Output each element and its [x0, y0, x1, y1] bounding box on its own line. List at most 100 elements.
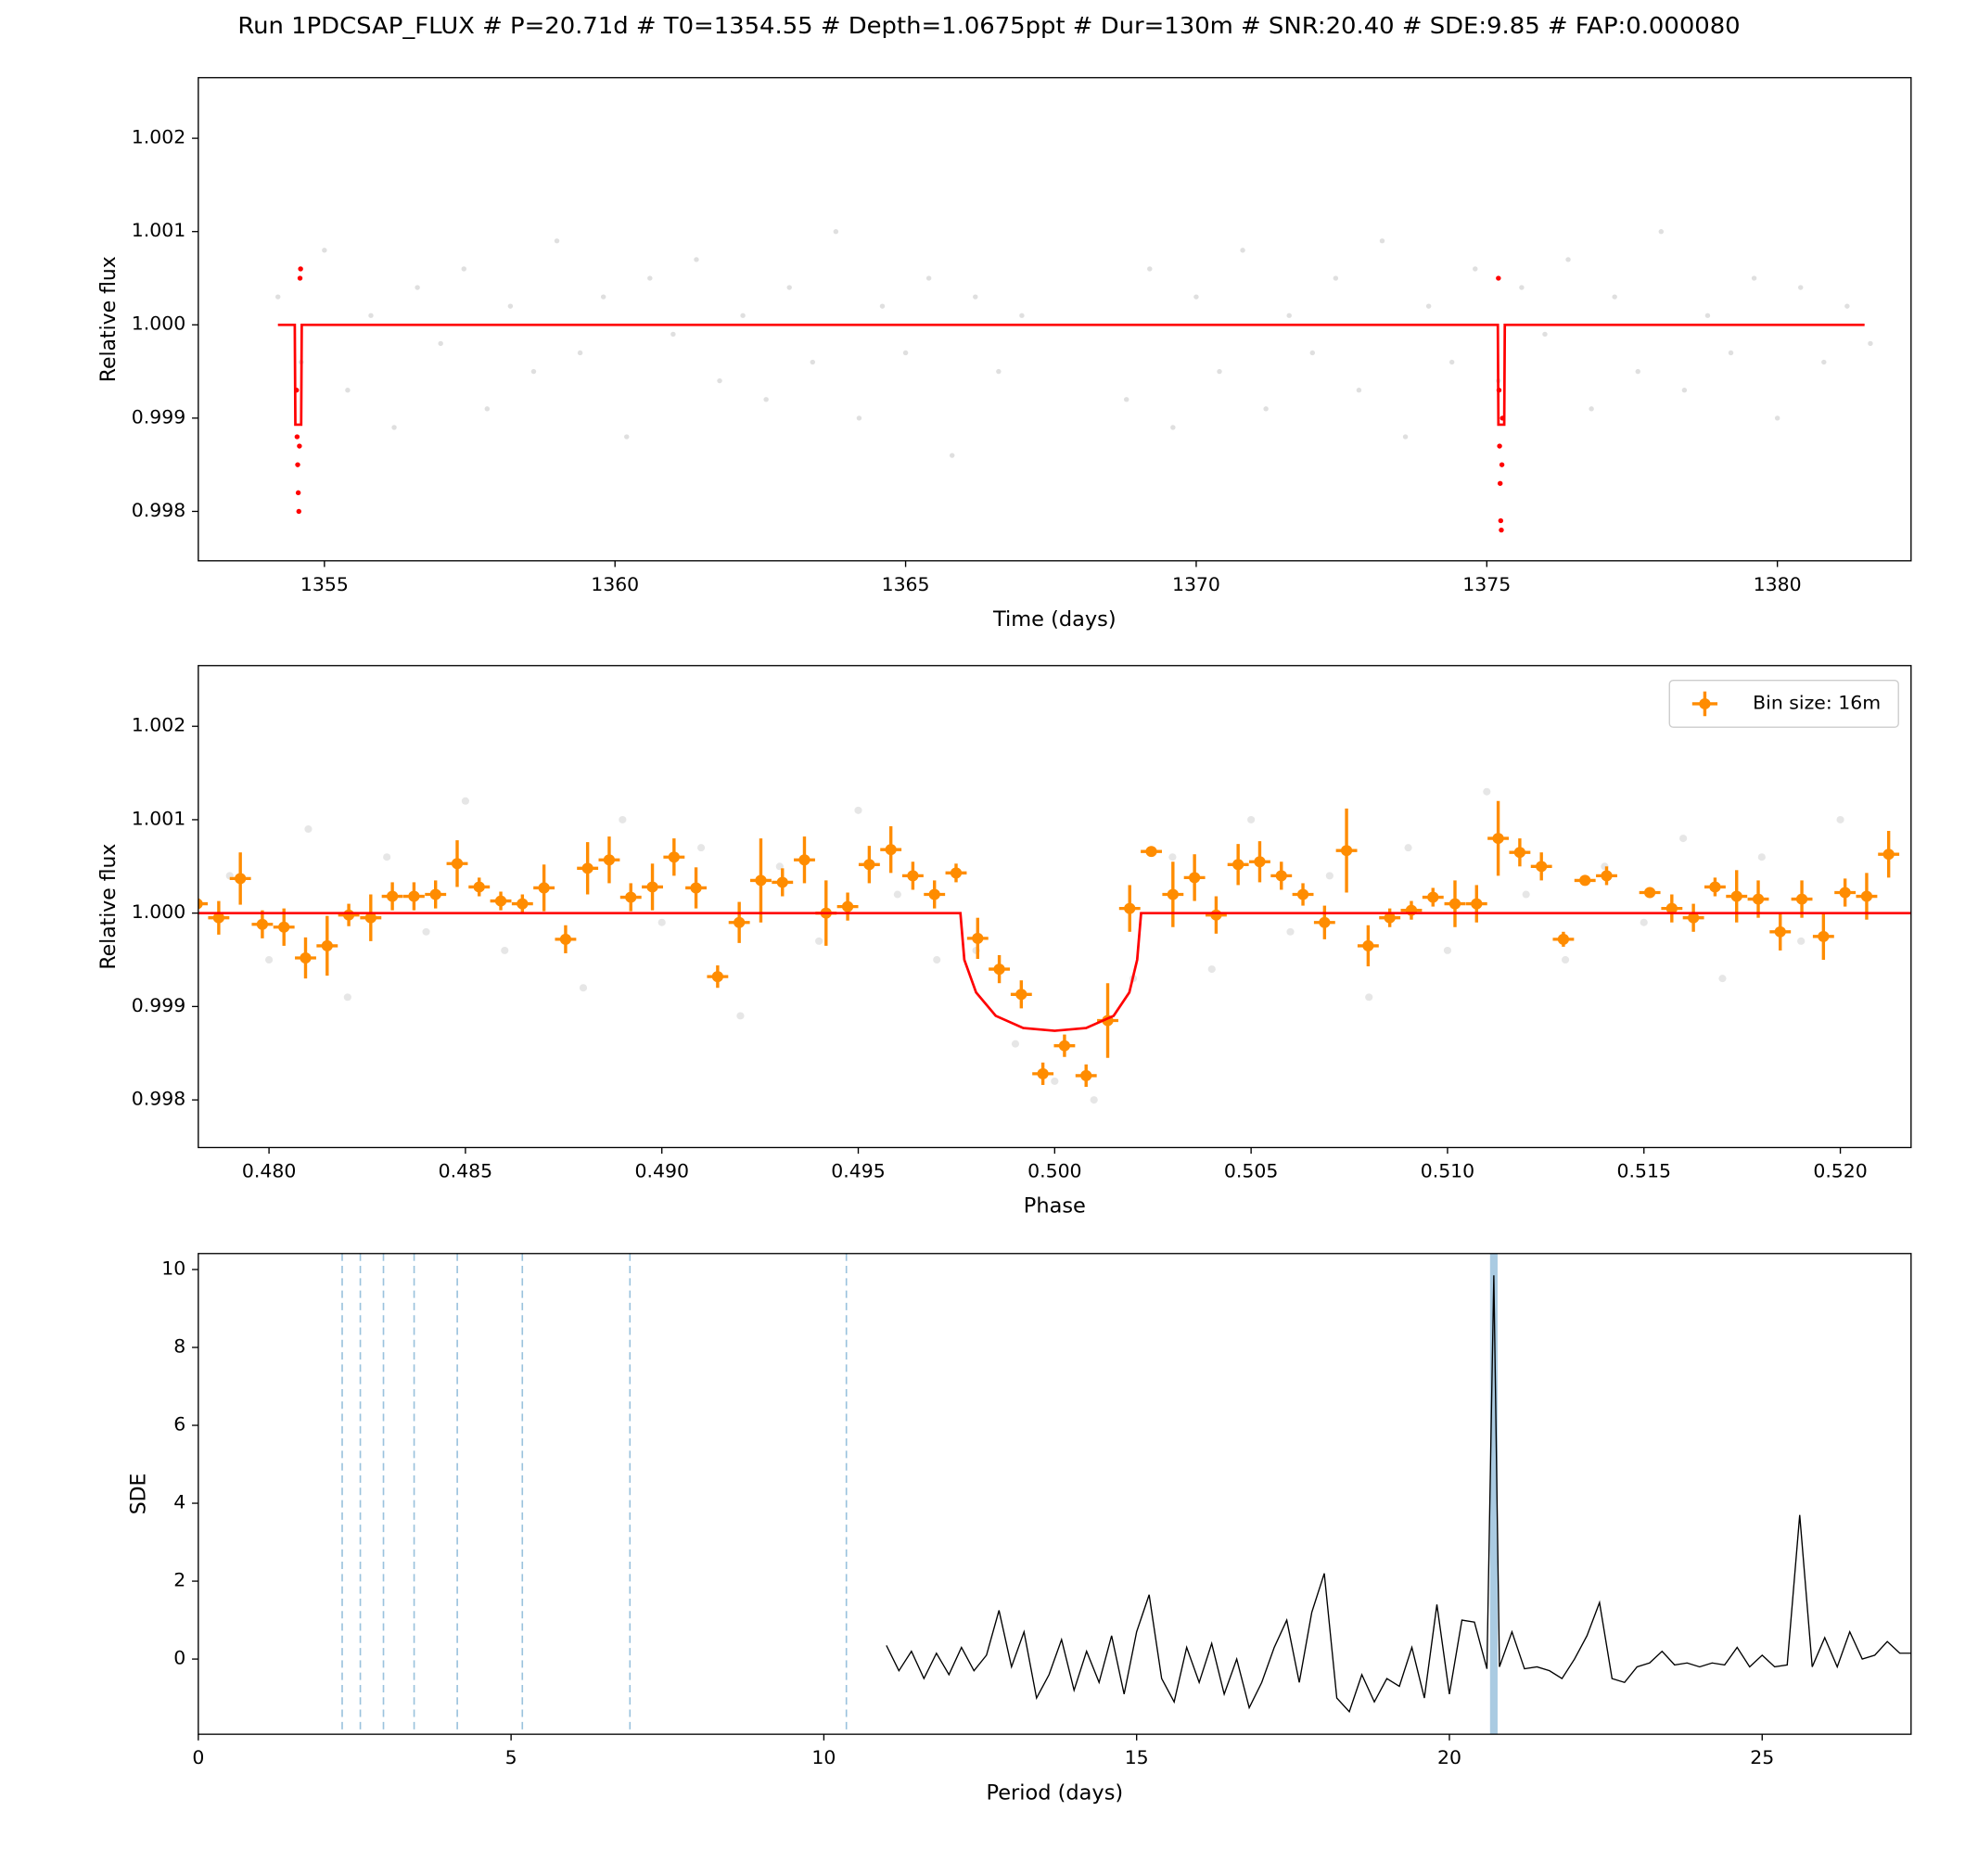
binned-point — [1319, 916, 1331, 928]
axes-frame — [198, 665, 1912, 1149]
y-tick-label: 1.000 — [132, 313, 185, 335]
binned-point — [1709, 881, 1721, 893]
data-point — [1774, 415, 1780, 421]
binned-point — [841, 900, 854, 912]
data-point — [1207, 965, 1216, 974]
binned-point — [559, 933, 572, 945]
binned-point — [1687, 912, 1700, 924]
data-point — [1147, 266, 1153, 272]
data-point — [461, 797, 469, 805]
data-point — [1404, 844, 1412, 852]
data-point — [1751, 275, 1757, 281]
data-point — [265, 956, 274, 964]
binned-point — [1427, 891, 1439, 903]
data-point — [973, 294, 978, 300]
legend-label: Bin size: 16m — [1753, 692, 1881, 714]
binned-point — [646, 881, 658, 893]
data-point — [893, 890, 901, 899]
binned-point — [776, 876, 788, 888]
binned-point — [1601, 870, 1613, 882]
x-tick-label: 1370 — [1172, 573, 1220, 595]
binned-point — [538, 882, 550, 894]
binned-point — [1730, 890, 1742, 902]
binned-point — [517, 898, 529, 910]
data-point — [670, 331, 676, 338]
y-tick-label: 1.000 — [132, 900, 185, 923]
data-point — [1836, 815, 1844, 823]
data-point — [1565, 257, 1571, 262]
y-axis-label: SDE — [126, 1474, 150, 1515]
binned-point — [1167, 888, 1179, 900]
data-point — [422, 927, 430, 936]
binned-point — [321, 939, 333, 951]
data-point — [554, 238, 560, 244]
data-point — [1844, 303, 1850, 309]
data-point — [1718, 975, 1727, 983]
data-point — [1497, 443, 1502, 449]
data-point — [298, 266, 303, 272]
data-point — [1090, 1096, 1098, 1104]
data-point — [624, 434, 630, 440]
y-tick-label: 0.999 — [132, 406, 185, 428]
y-tick-label: 1.002 — [132, 714, 185, 736]
data-point — [438, 340, 443, 347]
data-point — [925, 275, 932, 281]
x-tick-label: 5 — [505, 1746, 517, 1768]
data-point — [815, 937, 823, 945]
data-point — [1542, 331, 1548, 338]
data-point — [1483, 787, 1491, 796]
data-point — [579, 984, 588, 992]
data-point — [1798, 285, 1804, 290]
binned-point — [1643, 887, 1656, 899]
binned-point — [1275, 870, 1287, 882]
binned-point — [1340, 845, 1353, 857]
axes-frame — [198, 77, 1912, 562]
binned-point — [1362, 939, 1374, 951]
binned-point — [1448, 898, 1461, 910]
binned-point — [734, 916, 746, 928]
series-line — [198, 912, 1911, 1032]
data-point — [1681, 388, 1688, 393]
series-line — [886, 1275, 1911, 1714]
data-point — [1679, 835, 1688, 843]
binned-point — [494, 895, 507, 907]
data-point — [1309, 350, 1316, 356]
data-point — [1561, 956, 1570, 964]
data-point — [368, 313, 374, 318]
binned-point — [885, 844, 897, 856]
data-point — [1247, 815, 1256, 823]
x-axis-label: Time (days) — [992, 607, 1117, 632]
data-point — [484, 406, 491, 412]
data-point — [1658, 229, 1665, 235]
figure-title: Run 1PDCSAP_FLUX # P=20.71d # T0=1354.55… — [237, 12, 1740, 40]
plot-area — [198, 787, 1911, 1104]
data-point — [391, 425, 397, 430]
binned-point — [429, 888, 441, 900]
data-point — [996, 368, 1002, 375]
data-point — [1333, 275, 1339, 281]
plot-area — [341, 1253, 1911, 1735]
data-point — [1499, 462, 1505, 467]
legend-box — [1668, 680, 1899, 728]
data-point — [1640, 918, 1648, 926]
data-point — [1170, 425, 1176, 430]
data-point — [833, 229, 839, 235]
data-point — [577, 350, 583, 356]
data-point — [1286, 927, 1295, 936]
data-point — [1448, 359, 1455, 365]
data-point — [501, 946, 509, 954]
data-point — [294, 434, 300, 440]
binned-point — [1536, 861, 1548, 873]
data-point — [647, 275, 653, 281]
y-axis-label: Relative flux — [96, 256, 121, 382]
data-point — [879, 303, 886, 309]
data-point — [1473, 266, 1478, 272]
data-point — [1240, 248, 1245, 253]
data-point — [933, 956, 941, 964]
binned-point — [342, 909, 355, 921]
data-point — [1704, 313, 1711, 318]
x-tick-label: 20 — [1437, 1746, 1461, 1768]
data-point — [1402, 434, 1409, 440]
